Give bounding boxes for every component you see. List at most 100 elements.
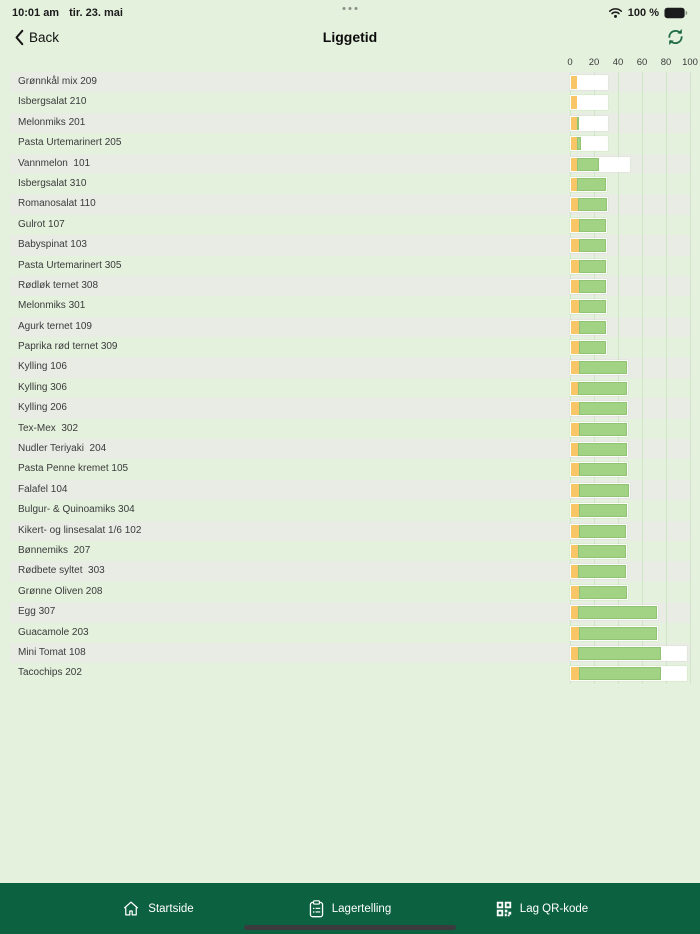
chart-row[interactable]: Kylling 106 [10,357,692,378]
row-bar [570,584,629,600]
row-label: Bønnemiks 207 [18,544,91,556]
row-label: Rødbete syltet 303 [18,565,105,577]
row-label: Kylling 106 [18,361,67,373]
chart-row[interactable]: Isbergsalat 310 [10,174,692,194]
x-axis: 0 20 40 60 80 100 [10,56,698,72]
row-bar [570,360,629,376]
bar-segment-green [579,300,606,314]
row-label: Isbergsalat 310 [18,177,87,189]
chart-plot-area: Grønnkål mix 209 Isbergsalat 210 Melonmiks… [10,72,692,684]
row-label: Kikert- og linsesalat 1/6 102 [18,524,142,536]
bar-segment-green [579,483,629,497]
chart-row[interactable]: Falafel 104 [10,479,692,501]
chart-row[interactable]: Pasta Urtemarinert 205 [10,133,692,153]
bar-segment-yellow [571,626,580,640]
chart-row[interactable]: Egg 307 [10,602,692,623]
chart-row[interactable]: Melonmiks 201 [10,112,692,134]
back-label: Back [29,29,60,45]
tab-label: Lagertelling [331,902,392,915]
row-label: Agurk ternet 109 [18,320,92,332]
row-bar [570,482,630,498]
chart-row[interactable]: Babyspinat 103 [10,235,692,256]
bar-segment-green [579,320,606,334]
row-label: Nudler Teriyaki 204 [18,443,107,455]
bar-segment-green [579,239,606,253]
row-label: Pasta Penne kremet 105 [18,463,129,475]
chart-row[interactable]: Bønnemiks 207 [10,541,692,561]
chart-row[interactable]: Paprika rød ternet 309 [10,337,692,357]
chart-row[interactable]: Mini Tomat 108 [10,642,692,664]
bar-segment-yellow [571,137,577,151]
chart-row[interactable]: Tex-Mex 302 [10,419,692,439]
row-label: Kylling 306 [18,381,67,393]
row-bar [570,380,629,396]
tab-lag-qr-kode[interactable]: Lag QR-kode [446,901,638,917]
bar-segment-green [577,137,581,151]
row-label: Gulrot 107 [18,218,65,230]
tab-startside[interactable]: Startside [62,900,254,917]
row-label: Rødløk ternet 308 [18,279,99,291]
more-dots-icon [342,7,358,10]
bar-segment-yellow [571,483,580,497]
chart-row[interactable]: Grønne Oliven 208 [10,582,692,602]
refresh-icon [665,27,686,47]
battery-icon [664,7,688,19]
row-bar [570,543,628,559]
row-label: Isbergsalat 210 [18,96,87,108]
refresh-button[interactable] [665,27,686,47]
bar-segment-green [579,524,627,538]
chart-row[interactable]: Tacochips 202 [10,663,692,683]
row-bar [570,258,607,274]
row-label: Romanosalat 110 [18,198,96,210]
chart-row[interactable]: Vannmelon 101 [10,153,692,174]
row-bar [570,421,629,437]
chart-row[interactable]: Gulrot 107 [10,215,692,235]
chart-row[interactable]: Isbergsalat 210 [10,92,692,112]
bar-segment-green [579,218,606,232]
chart-row[interactable]: Agurk ternet 109 [10,316,692,338]
bar-segment-yellow [571,524,580,538]
chart-row[interactable]: Kylling 306 [10,378,692,398]
chart-row[interactable]: Pasta Urtemarinert 305 [10,256,692,276]
bar-segment-yellow [571,361,580,375]
chart-row[interactable]: Kikert- og linsesalat 1/6 102 [10,520,692,541]
bar-segment-yellow [571,463,580,477]
bar-segment-yellow [571,218,580,232]
bar-segment-green [578,198,607,212]
chart-row[interactable]: Rødbete syltet 303 [10,561,692,582]
chart-row[interactable]: Nudler Teriyaki 204 [10,439,692,460]
row-bar [570,605,659,621]
chart-row[interactable]: Grønnkål mix 209 [10,72,692,93]
row-bar [570,462,629,478]
row-label: Grønne Oliven 208 [18,585,103,597]
bar-segment-white [577,76,607,89]
bar-segment-white [577,96,607,110]
row-bar [570,503,629,519]
row-bar [570,340,607,356]
back-button[interactable]: Back [14,29,59,46]
chart-row[interactable]: Guacamole 203 [10,623,692,643]
chart-row[interactable]: Romanosalat 110 [10,194,692,215]
bar-segment-yellow [571,96,577,110]
bar-segment-green [578,381,628,395]
chart-row[interactable]: Melonmiks 301 [10,296,692,316]
bar-segment-yellow [571,341,580,355]
bar-segment-yellow [571,177,577,191]
qr-icon [496,901,512,917]
chart-row[interactable]: Pasta Penne kremet 105 [10,459,692,479]
row-label: Grønnkål mix 209 [18,76,97,87]
home-indicator[interactable] [244,925,456,930]
bar-segment-green [577,116,580,130]
chart-row[interactable]: Bulgur- & Quinoamiks 304 [10,500,692,520]
bar-segment-green [579,463,628,477]
bar-segment-yellow [571,259,580,273]
chart-row[interactable]: Kylling 206 [10,398,692,419]
chart-row[interactable]: Rødløk ternet 308 [10,275,692,297]
row-bar [570,238,607,254]
tab-lagertelling[interactable]: Lagertelling [254,899,446,918]
row-label: Falafel 104 [18,483,68,495]
clipboard-icon [309,899,324,918]
bar-segment-white [660,667,687,681]
bar-segment-green [579,341,606,355]
